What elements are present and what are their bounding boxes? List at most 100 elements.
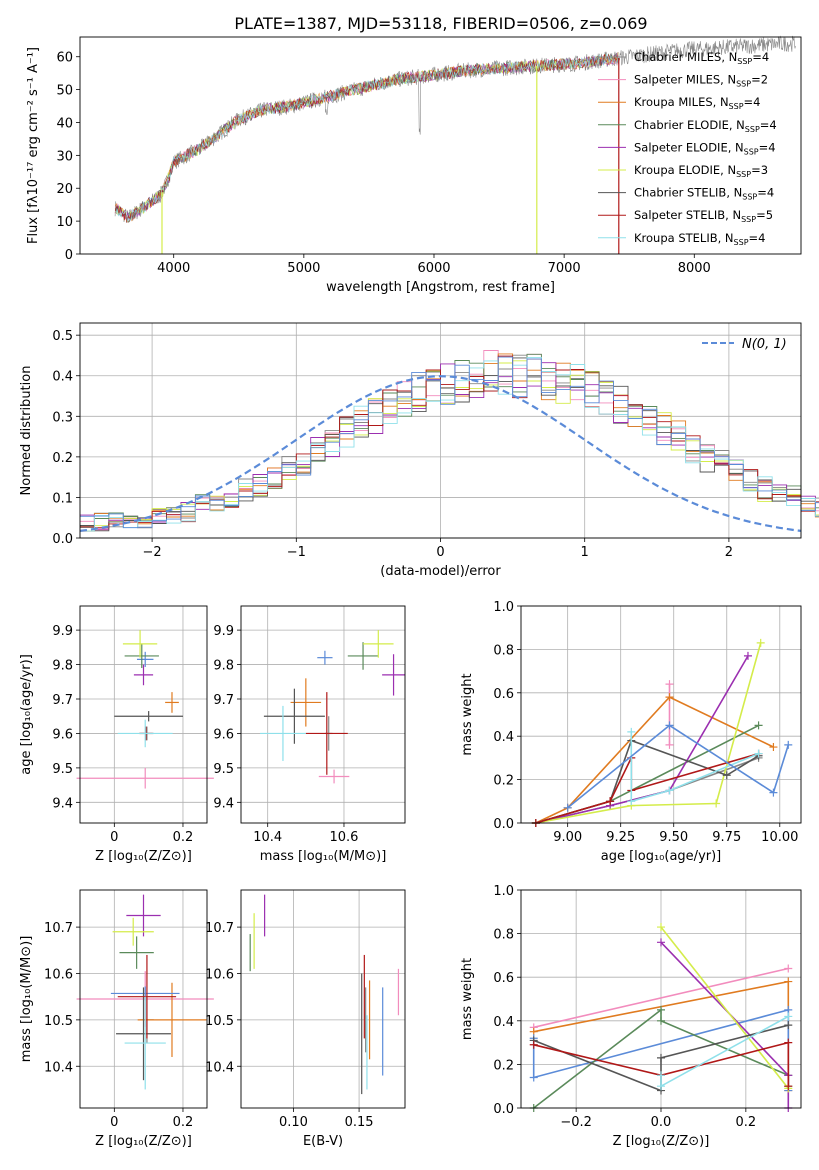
- weight_vs_age-line-kroupa_elodie: [535, 642, 762, 824]
- weight_vs_Z-marker-salpeter_elodie: [657, 938, 665, 947]
- weight_vs_Z-marker-kroupa_stelib: [657, 1071, 665, 1080]
- age_vs_Z-ytick-label: 9.4: [52, 796, 73, 811]
- spectrum-ylabel: Flux [fλ10⁻¹⁷ erg cm⁻² s⁻¹ A⁻¹]: [26, 47, 41, 244]
- mass_vs_Z-plot: [76, 890, 207, 1112]
- age_vs_Z-frame: [79, 605, 208, 824]
- weight_vs_Z-frame: [520, 889, 802, 1109]
- weight_vs_Z-xtick-label: 0.0: [651, 1115, 672, 1130]
- weight_vs_Z-marker-kroupa_miles: [784, 977, 793, 986]
- legend-label-salpeter_stelib: Salpeter STELIB, NSSP=5: [634, 208, 773, 224]
- residuals-ytick-label: 0.1: [52, 491, 73, 506]
- residuals-xtick-label: 1: [581, 545, 589, 560]
- mass_vs_Z-ytick-label: 10.6: [44, 967, 73, 982]
- weight_vs_Z-xtick-label: −0.2: [560, 1115, 592, 1130]
- spectrum-model-salpeter_elodie: [114, 52, 619, 222]
- weight_vs_Z-ytick-label: 0.2: [493, 1058, 514, 1073]
- mass_vs_ebv-xlabel: E(B-V): [303, 1134, 343, 1149]
- weight_vs_Z-ylabel: mass weight: [460, 958, 475, 1040]
- weight_vs_Z-marker-chabrier_stelib: [657, 1053, 665, 1062]
- legend-label-chabrier_stelib: Chabrier STELIB, NSSP=4: [634, 186, 774, 202]
- weight_vs_Z-ytick-label: 1.0: [493, 884, 514, 899]
- spectrum-ytick-label: 0: [65, 248, 73, 263]
- spectrum-xlabel: wavelength [Angstrom, rest frame]: [326, 280, 555, 295]
- mass_vs_Z-ylabel: mass [log₁₀(M/M⊙)]: [19, 936, 34, 1063]
- residuals-xtick-label: −2: [143, 545, 162, 560]
- legend-label-salpeter_miles: Salpeter MILES, NSSP=2: [634, 73, 768, 89]
- weight_vs_Z-ytick-label: 0.0: [493, 1102, 514, 1117]
- weight_vs_age-xlabel: age [log₁₀(age/yr)]: [601, 849, 722, 864]
- spectrum-model-kroupa_elodie: [114, 52, 619, 223]
- weight_vs_Z-ytick-label: 0.4: [493, 1015, 514, 1030]
- weight_vs_age-frame: [520, 605, 802, 824]
- legend-label-kroupa_elodie: Kroupa ELODIE, NSSP=3: [634, 163, 768, 179]
- weight_vs_age-xtick-label: 9.25: [606, 830, 635, 845]
- residuals-ytick-label: 0.5: [52, 329, 73, 344]
- spectrum-ytick-label: 50: [56, 84, 73, 99]
- spectrum-model-salpeter_stelib: [114, 53, 619, 223]
- weight_vs_age-marker-normal_curve: [665, 721, 674, 730]
- age_vs_Z-xtick-label: 0: [110, 830, 118, 845]
- age_vs_mass-ytick-label: 9.8: [213, 659, 234, 674]
- legend-label-salpeter_elodie: Salpeter ELODIE, NSSP=4: [634, 140, 776, 156]
- age_vs_mass-ytick-label: 9.7: [213, 693, 234, 708]
- legend-label-kroupa_miles: Kroupa MILES, NSSP=4: [634, 95, 760, 111]
- spectrum-model-chabrier_elodie: [114, 53, 619, 222]
- weight_vs_Z-xlabel: Z [log₁₀(Z/Z⊙)]: [613, 1134, 710, 1149]
- mass_vs_Z-ytick-label: 10.5: [44, 1014, 73, 1029]
- age_vs_mass-xtick-label: 10.4: [253, 830, 282, 845]
- mass_vs_Z-ytick-label: 10.4: [44, 1060, 73, 1075]
- mass_vs_Z-frame: [79, 889, 208, 1109]
- spectrum-ytick-label: 10: [56, 215, 73, 230]
- weight_vs_Z-marker-chabrier_stelib: [784, 1021, 793, 1030]
- weight_vs_age-marker-salpeter_miles: [665, 740, 674, 749]
- age_vs_Z-ytick-label: 9.8: [52, 659, 73, 674]
- weight_vs_Z-ytick-label: 0.6: [493, 971, 514, 986]
- weight_vs_age-ytick-label: 1.0: [493, 600, 514, 615]
- spectrum-xtick-label: 6000: [417, 261, 450, 276]
- age_vs_Z-ylabel: age [log₁₀(age/yr)]: [19, 654, 34, 775]
- age_vs_Z-xtick-label: 0.2: [173, 830, 194, 845]
- mass_vs_ebv-xtick-label: 0.10: [279, 1115, 308, 1130]
- weight_vs_age-marker-kroupa_stelib: [627, 797, 636, 806]
- residuals-legend-label: N(0, 1): [742, 337, 787, 352]
- residuals-normal-curve: [79, 375, 802, 532]
- weight_vs_age-line-kroupa_stelib: [630, 731, 759, 803]
- spectrum-xtick-label: 8000: [678, 261, 711, 276]
- weight_vs_Z-marker-chabrier_elodie: [657, 1005, 665, 1014]
- mass_vs_Z-xlabel: Z [log₁₀(Z/Z⊙)]: [95, 1134, 192, 1149]
- spectrum-xtick-label: 4000: [157, 261, 190, 276]
- spectrum-ytick-label: 20: [56, 182, 73, 197]
- weight_vs_Z-marker-salpeter_stelib: [784, 1038, 793, 1047]
- weight_vs_Z-line-kroupa_elodie: [660, 926, 789, 1089]
- age_vs_mass-ytick-label: 9.9: [213, 624, 234, 639]
- weight_vs_Z-line-salpeter_stelib: [533, 1041, 790, 1087]
- weight_vs_Z-marker-kroupa_stelib: [784, 1012, 793, 1021]
- spectrum-plot: [76, 56, 695, 258]
- weight_vs_Z-marker-chabrier_elodie: [657, 1016, 665, 1025]
- weight_vs_age-marker-salpeter_elodie: [743, 651, 752, 660]
- age_vs_mass-ytick-label: 9.4: [213, 796, 234, 811]
- weight_vs_Z-marker-kroupa_elodie: [657, 923, 665, 932]
- age_vs_mass-frame: [240, 605, 406, 824]
- residuals-ytick-label: 0.4: [52, 370, 73, 385]
- mass_vs_ebv-ytick-label: 10.5: [205, 1014, 234, 1029]
- spectrum-xtick-label: 7000: [548, 261, 581, 276]
- weight_vs_age-marker-normal_curve: [769, 788, 778, 797]
- weight_vs_age-line-salpeter_stelib: [535, 752, 759, 824]
- weight_vs_age-marker-normal_curve: [563, 803, 572, 812]
- spectrum-model-kroupa_stelib: [114, 54, 619, 223]
- weight_vs_age-marker-kroupa_stelib: [754, 749, 763, 758]
- residuals-xtick-label: 2: [725, 545, 733, 560]
- weight_vs_age-marker-chabrier_stelib: [722, 771, 731, 780]
- weight_vs_age-line-normal_curve: [567, 724, 790, 809]
- residuals-xlabel: (data-model)/error: [380, 564, 501, 579]
- weight_vs_Z-marker-salpeter_stelib: [784, 1082, 793, 1091]
- weight_vs_age-ytick-label: 0.6: [493, 687, 514, 702]
- weight_vs_age-marker-kroupa_stelib: [627, 727, 636, 736]
- weight_vs_age-marker-kroupa_miles: [769, 743, 778, 752]
- spectrum-ytick-label: 60: [56, 51, 73, 66]
- legend-label-chabrier_miles: Chabrier MILES, NSSP=4: [634, 50, 769, 66]
- weight_vs_age-ylabel: mass weight: [460, 673, 475, 755]
- mass_vs_Z-xtick-label: 0.2: [173, 1115, 194, 1130]
